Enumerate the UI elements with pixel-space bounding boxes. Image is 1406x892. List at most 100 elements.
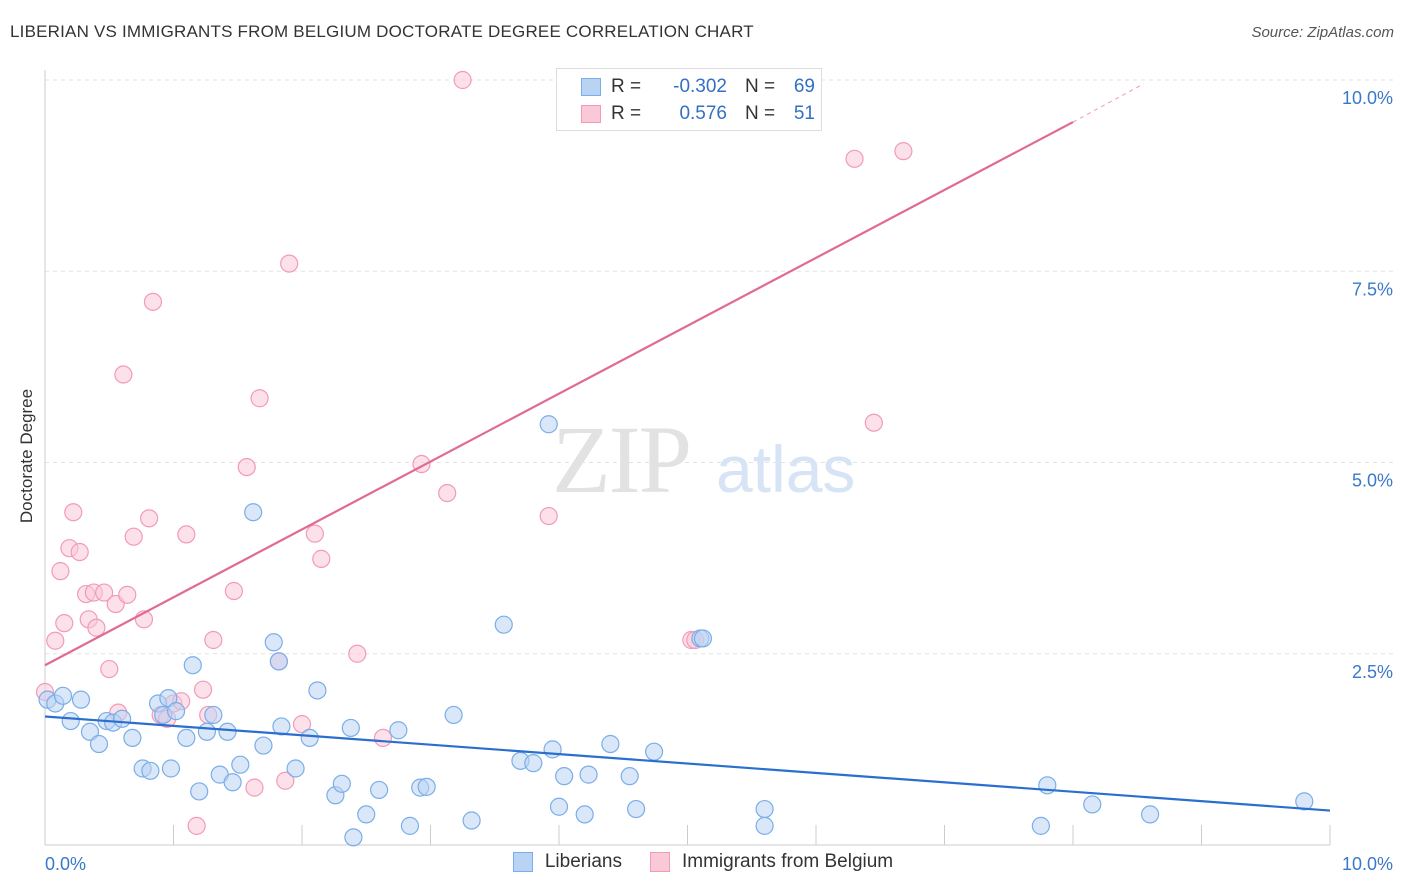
x-tick-label: 10.0%: [1342, 854, 1393, 874]
y-axis-title: Doctorate Degree: [17, 388, 36, 524]
stats-row-belgium: R = 0.576 N = 51: [581, 102, 815, 126]
belgium-point: [177, 525, 196, 544]
legend-item-liberians[interactable]: Liberians: [512, 851, 622, 873]
liberians-point: [166, 702, 186, 721]
r-label: R =: [611, 76, 642, 97]
liberians-point: [218, 722, 237, 741]
legend-label-liberians: Liberians: [544, 851, 622, 872]
belgium-legend-swatch: [649, 852, 670, 872]
tick-labels: 2.5% 5.0% 7.5% 10.0% 0.0% 10.0%: [45, 88, 1393, 874]
liberians-point: [620, 767, 639, 786]
liberians-point: [80, 722, 100, 741]
liberians-point: [444, 705, 463, 725]
liberians-point: [575, 805, 594, 824]
belgium-point: [250, 389, 269, 408]
belgium-point: [845, 149, 864, 168]
n-label: N =: [745, 103, 776, 124]
belgium-point: [118, 585, 137, 604]
liberians-point: [183, 656, 202, 675]
belgium-point: [237, 457, 256, 477]
belgium-point: [864, 413, 883, 432]
y-tick-label: 7.5%: [1352, 279, 1393, 299]
belgium-swatch: [581, 105, 601, 123]
liberians-point: [543, 740, 562, 759]
liberians-point: [272, 717, 291, 736]
liberians-point: [61, 711, 80, 731]
liberians-point: [1031, 816, 1050, 835]
stats-row-liberians: R = -0.302 N = 69: [581, 75, 815, 99]
liberians-point: [332, 774, 351, 793]
belgium-point: [245, 778, 264, 797]
liberians-point: [286, 759, 305, 778]
liberians-point: [177, 728, 196, 748]
belgium-point: [143, 292, 163, 311]
liberians-point: [308, 681, 327, 700]
belgium-point: [453, 70, 472, 90]
liberians-point: [53, 686, 73, 705]
belgium-point: [280, 254, 299, 273]
liberians-point: [494, 615, 513, 634]
watermark: ZIP atlas: [552, 406, 855, 513]
liberians-point: [161, 759, 181, 778]
liberians-point: [755, 816, 774, 835]
liberians-point: [539, 415, 558, 434]
y-tick-label: 5.0%: [1352, 471, 1393, 491]
liberians-point: [549, 797, 569, 816]
liberians-point: [400, 816, 420, 835]
x-tick-label: 0.0%: [45, 854, 86, 874]
belgium-trend-line: [44, 121, 1074, 667]
belgium-n-value: 51: [793, 103, 815, 124]
liberians-n-value: 69: [793, 76, 815, 97]
belgium-point: [114, 365, 133, 384]
liberians-point: [89, 734, 109, 754]
belgium-point: [292, 715, 312, 734]
belgium-trend-extension: [1072, 83, 1144, 123]
belgium-point: [187, 816, 206, 835]
legend-item-belgium[interactable]: Immigrants from Belgium: [649, 851, 893, 873]
liberians-point: [244, 503, 263, 522]
liberians-point: [112, 709, 132, 728]
liberians-point: [626, 799, 646, 819]
liberians-point: [190, 782, 209, 801]
belgium-point: [87, 618, 106, 637]
liberians-point: [370, 780, 389, 800]
r-label: R =: [611, 103, 642, 124]
liberians-point: [341, 718, 360, 738]
liberians-point: [254, 736, 273, 755]
belgium-point: [100, 659, 119, 679]
belgium-point: [438, 484, 457, 503]
y-tick-label: 10.0%: [1342, 88, 1393, 108]
liberians-legend-swatch: [512, 852, 533, 872]
belgium-point: [64, 503, 83, 522]
liberians-point: [755, 799, 774, 819]
liberians-point: [1083, 795, 1102, 814]
liberians-point: [1295, 792, 1314, 811]
belgium-point: [95, 583, 114, 602]
liberians-point: [264, 633, 283, 652]
liberians-point: [300, 728, 319, 748]
belgium-point: [894, 142, 913, 161]
liberians-point: [141, 761, 160, 780]
belgium-point: [139, 509, 159, 528]
liberians-point: [417, 777, 436, 796]
liberians-trend-line: [44, 715, 1331, 812]
belgium-point: [193, 680, 213, 699]
liberians-r-value: -0.302: [673, 76, 727, 97]
belgium-point: [373, 728, 393, 748]
liberians-point: [644, 742, 664, 761]
axes: [44, 70, 1331, 846]
n-label: N =: [745, 76, 776, 97]
liberians-point: [123, 728, 142, 748]
belgium-point: [539, 506, 558, 526]
legend: Liberians Immigrants from Belgium: [0, 851, 1406, 873]
belgium-point: [70, 542, 89, 562]
trend-lines: [44, 83, 1331, 812]
stats-box: R = -0.302 N = 69 R = 0.576 N = 51: [556, 68, 822, 131]
liberians-point: [1140, 805, 1160, 824]
liberians-swatch: [581, 78, 601, 96]
y-tick-label: 2.5%: [1352, 662, 1393, 682]
liberians-point: [71, 690, 91, 709]
liberians-point: [344, 828, 363, 847]
liberians-point: [223, 773, 242, 792]
